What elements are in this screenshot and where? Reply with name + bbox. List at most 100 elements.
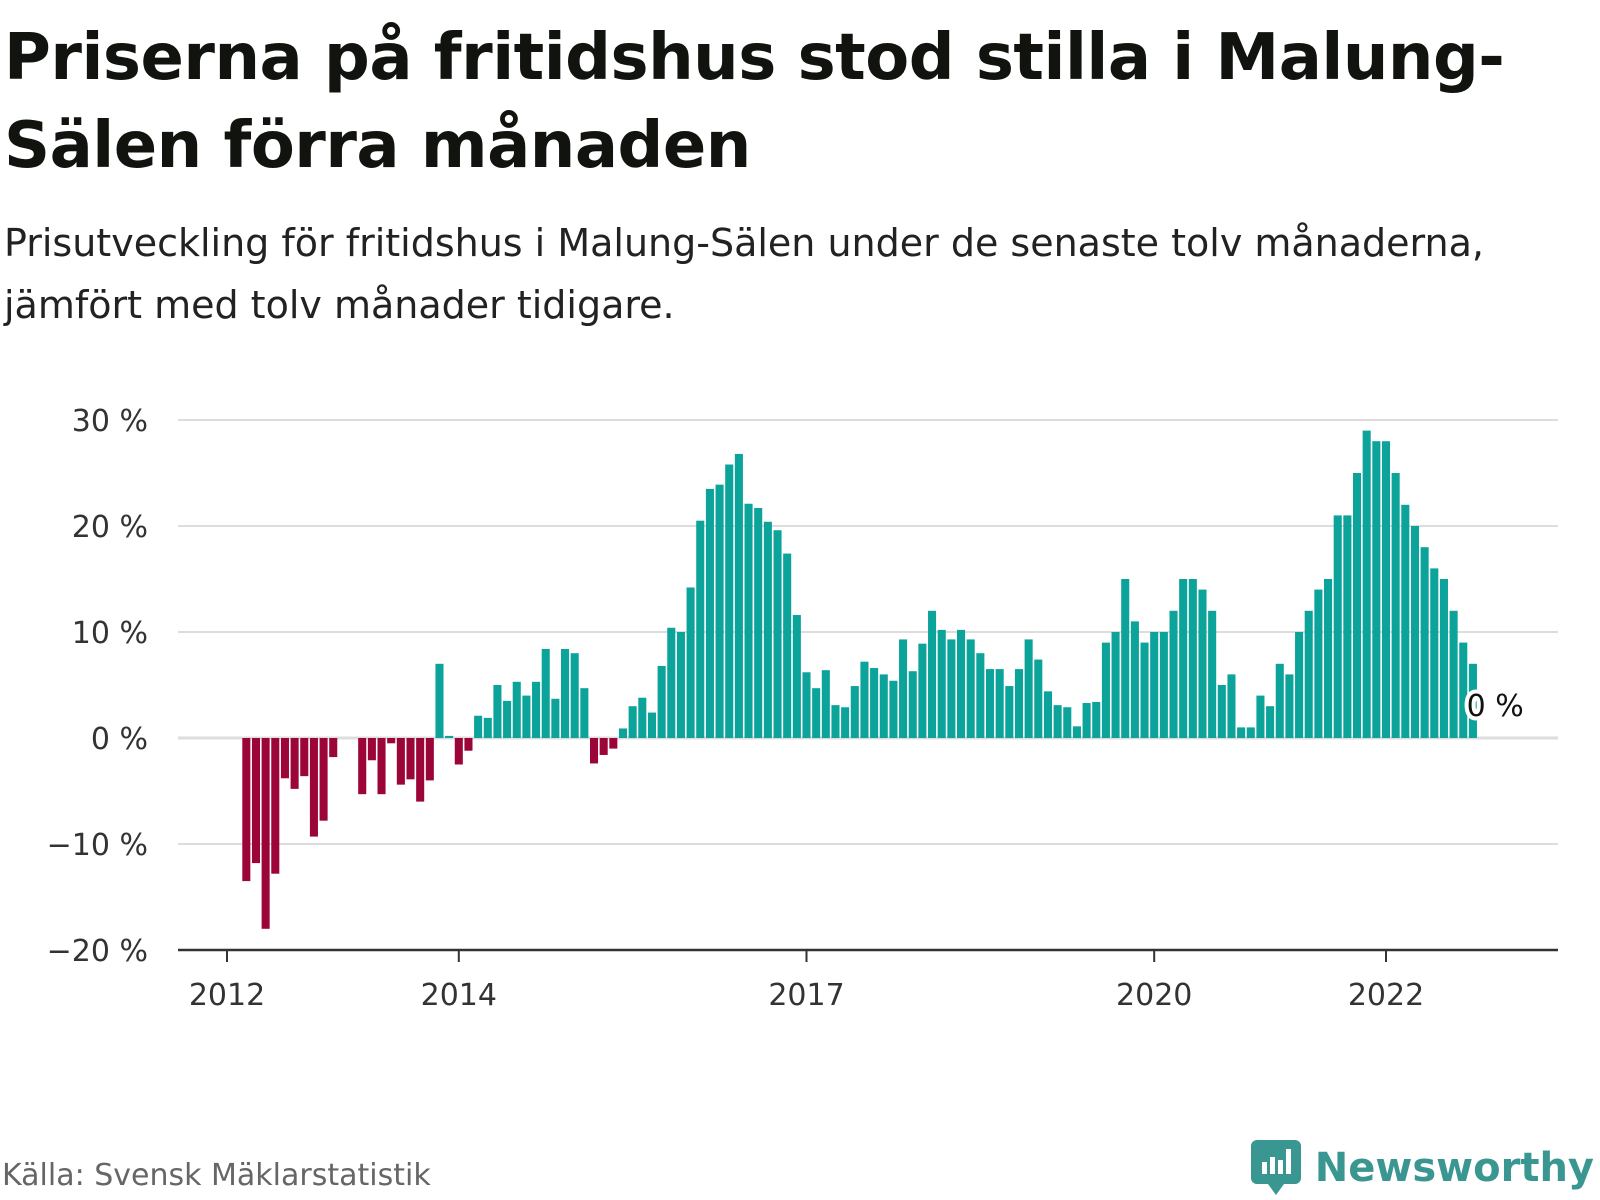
- bar: [1439, 579, 1448, 738]
- bar: [841, 707, 850, 738]
- bar: [561, 648, 570, 738]
- bar: [1208, 610, 1217, 738]
- brand-name: Newsworthy: [1314, 1145, 1594, 1191]
- bar: [638, 697, 647, 738]
- chart-subtitle: Prisutveckling för fritidshus i Malung-S…: [4, 221, 1484, 327]
- bar: [705, 488, 714, 738]
- bar: [628, 706, 637, 738]
- bar: [1217, 685, 1226, 738]
- y-tick-label: −20 %: [47, 934, 148, 969]
- y-tick-label: 30 %: [72, 404, 148, 439]
- bar: [1005, 686, 1014, 738]
- bar: [551, 698, 560, 738]
- bar: [242, 738, 251, 882]
- bar: [773, 530, 782, 738]
- bar: [493, 685, 502, 738]
- last-value-label: 0 %: [1467, 689, 1524, 724]
- bar: [609, 738, 618, 749]
- bar: [483, 717, 492, 738]
- bar: [1246, 727, 1255, 738]
- bar: [937, 629, 946, 738]
- bar: [1449, 610, 1458, 738]
- bar: [744, 503, 753, 738]
- bar: [657, 665, 666, 738]
- bar: [300, 738, 309, 777]
- bar: [928, 610, 937, 738]
- bar: [1410, 526, 1420, 738]
- bar: [754, 507, 763, 738]
- bar: [387, 738, 396, 744]
- bar: [1121, 579, 1130, 738]
- bar: [580, 688, 589, 738]
- bar: [1362, 430, 1371, 738]
- bar: [763, 521, 772, 738]
- bar: [1072, 726, 1081, 738]
- y-tick-label: 10 %: [72, 616, 148, 651]
- bar: [1169, 610, 1178, 738]
- bar: [966, 639, 975, 738]
- bar: [464, 738, 473, 751]
- bar: [831, 705, 840, 738]
- bar: [1372, 441, 1381, 738]
- bar: [802, 672, 811, 738]
- bar: [1430, 568, 1439, 738]
- bar: [425, 738, 434, 781]
- bar: [435, 663, 444, 738]
- bar: [1150, 632, 1159, 738]
- bar: [985, 669, 995, 738]
- bar: [319, 738, 328, 821]
- bar: [696, 520, 705, 738]
- bar: [532, 681, 541, 738]
- x-tick-label: 2020: [1116, 978, 1192, 1013]
- bar: [280, 738, 289, 779]
- bar: [406, 738, 415, 780]
- bar: [377, 738, 386, 795]
- bar: [1459, 642, 1468, 738]
- bar: [1082, 703, 1091, 738]
- bar: [1343, 515, 1352, 738]
- bar: [1381, 441, 1391, 738]
- bar: [870, 668, 879, 738]
- bar: [1063, 707, 1072, 738]
- bar: [251, 738, 261, 864]
- bar: [1275, 663, 1284, 738]
- bar: [734, 453, 743, 738]
- bar: [667, 627, 676, 738]
- bar: [1314, 589, 1323, 738]
- bar: [1391, 473, 1400, 738]
- bar: [522, 695, 531, 738]
- y-tick-label: 0 %: [91, 722, 148, 757]
- bar: [618, 728, 628, 738]
- bar: [261, 738, 270, 929]
- x-tick-label: 2022: [1348, 978, 1424, 1013]
- newsworthy-logo-icon: [1250, 1140, 1301, 1195]
- brand-logo: Newsworthy: [1250, 1140, 1594, 1196]
- source-note: Källa: Svensk Mäklarstatistik: [2, 1158, 431, 1193]
- chart-title: Priserna på fritidshus stod stilla i Mal…: [4, 21, 1505, 183]
- axes: 2012 2014 2017 2020 2022: [178, 948, 1558, 1013]
- bar: [599, 738, 608, 755]
- bar: [947, 639, 956, 738]
- x-tick-label: 2012: [189, 978, 265, 1013]
- bar: [329, 738, 338, 758]
- bar: [416, 738, 425, 802]
- bar: [889, 680, 898, 738]
- y-tick-label: 20 %: [72, 510, 148, 545]
- bar: [358, 738, 367, 795]
- x-tick-label: 2014: [421, 978, 497, 1013]
- bar: [715, 484, 724, 738]
- bar: [860, 661, 869, 738]
- bar: [899, 639, 908, 738]
- bar: [850, 686, 859, 738]
- bar: [1014, 669, 1024, 738]
- bar: [1304, 610, 1313, 738]
- bar-chart: 30 %20 %10 %0 %−10 %−20 % 0 % 2012 2014 20…: [47, 404, 1558, 1013]
- bar: [503, 700, 512, 738]
- bar: [783, 553, 792, 738]
- bar: [512, 681, 521, 738]
- bar: [1053, 705, 1062, 738]
- bar: [1179, 579, 1188, 738]
- bar: [396, 738, 405, 785]
- bar: [1101, 642, 1110, 738]
- bar: [1188, 579, 1197, 738]
